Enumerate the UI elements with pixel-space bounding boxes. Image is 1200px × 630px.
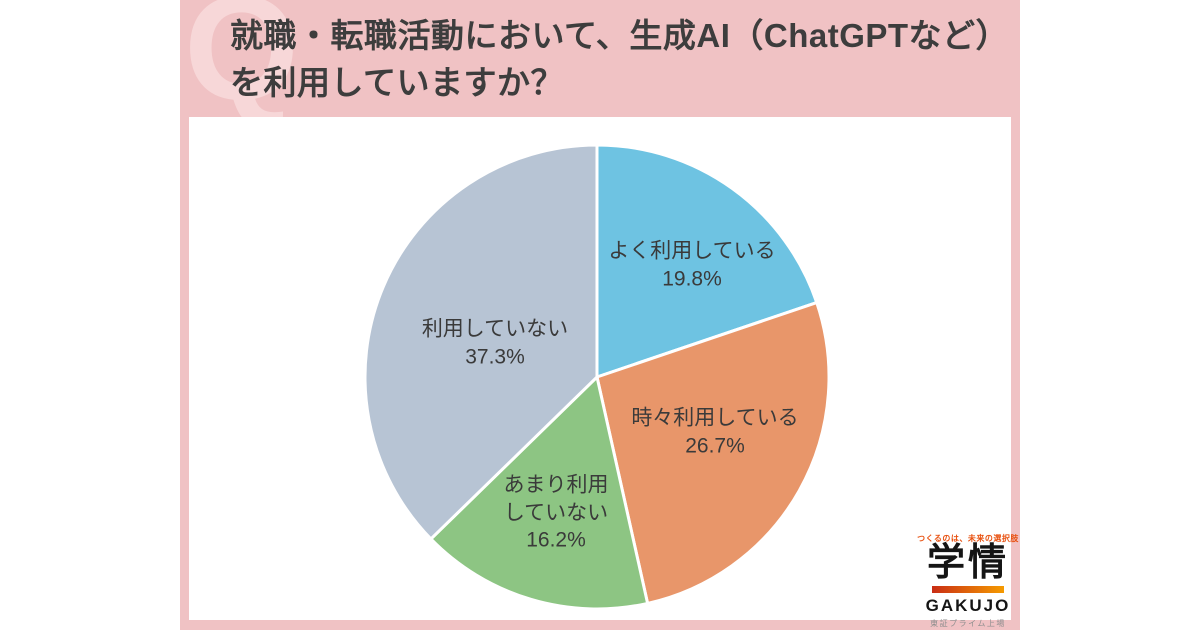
gakujo-logo: つくるのは、未来の選択肢 学情 GAKUJO 東証プライム上場 [917, 533, 1019, 629]
pie-label-sometimes-use-pct: 26.7% [685, 434, 745, 457]
pie-label-sometimes-use-text: 時々利用している [631, 406, 799, 430]
pie-label-sometimes-use: 時々利用している 26.7% [631, 404, 798, 459]
pie-label-rarely-use: あまり利用 していない 16.2% [504, 471, 609, 554]
gakujo-logo-gradient-bar [932, 585, 1004, 593]
pie-slice [595, 301, 831, 605]
gakujo-logo-listing: 東証プライム上場 [930, 618, 1006, 628]
pie-chart [363, 143, 831, 611]
pie-label-rarely-use-text1: あまり利用 [503, 473, 609, 497]
question-title-line2: を利用していますか？ [230, 64, 565, 101]
gakujo-logo-kanji: 学情 [926, 542, 1009, 584]
pie-label-not-use-text: 利用していない [421, 317, 569, 341]
pie-label-not-use: 利用していない 37.3% [422, 315, 568, 370]
gakujo-logo-tagline: つくるのは、未来の選択肢 [917, 534, 1019, 543]
question-watermark: Q [184, 0, 300, 131]
question-title: 就職・転職活動において、生成AI（ChatGPTなど） を利用していますか？ [230, 12, 1009, 106]
pie-label-rarely-use-pct: 16.2% [526, 528, 586, 552]
pie-label-often-use-pct: 19.8% [662, 267, 722, 290]
pie-label-often-use: よく利用している 19.8% [608, 237, 775, 292]
pink-panel: Q 就職・転職活動において、生成AI（ChatGPTなど） を利用していますか？… [180, 0, 1020, 630]
gakujo-logo-roman: GAKUJO [925, 595, 1011, 615]
pie-label-often-use-text: よく利用している [608, 239, 776, 263]
pie-slice [363, 143, 599, 541]
question-title-line1: 就職・転職活動において、生成AI（ChatGPTなど） [230, 17, 1010, 54]
chart-card: よく利用している 19.8% 時々利用している 26.7% あまり利用 していな… [189, 117, 1018, 628]
pie-label-not-use-pct: 37.3% [465, 345, 525, 368]
pie-slice [429, 375, 650, 611]
pie-slice [595, 143, 819, 379]
pie-label-rarely-use-text2: していない [503, 501, 609, 525]
